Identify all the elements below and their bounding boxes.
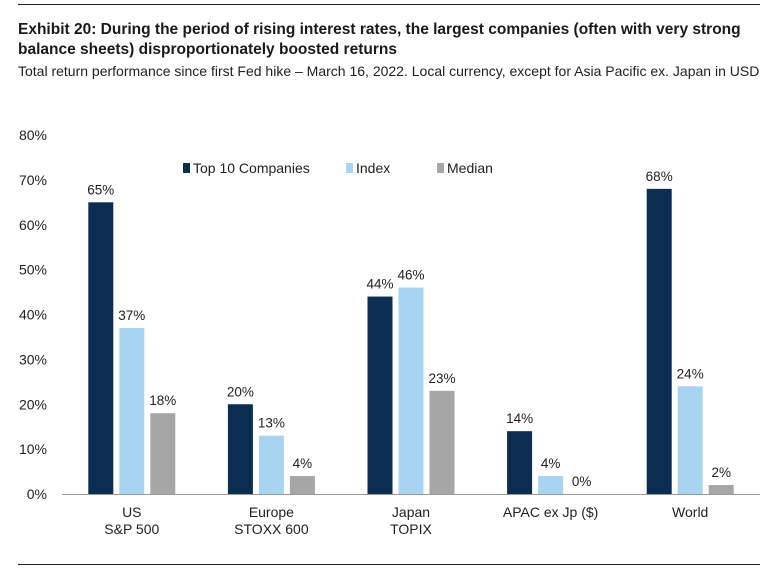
legend-swatch	[437, 163, 444, 173]
data-label: 20%	[227, 384, 254, 399]
data-label: 68%	[646, 169, 673, 184]
x-tick-label: STOXX 600	[234, 521, 309, 537]
y-tick-label: 60%	[19, 217, 47, 233]
data-label: 65%	[87, 182, 114, 197]
data-label: 18%	[149, 393, 176, 408]
x-tick-label: Europe	[249, 504, 294, 520]
bar-index	[398, 287, 424, 494]
bar-median	[708, 485, 734, 494]
bar-top-10-companies	[88, 202, 114, 494]
y-tick-label: 0%	[27, 486, 47, 502]
chart-title: Exhibit 20: During the period of rising …	[18, 21, 741, 58]
bar-top-10-companies	[646, 188, 672, 494]
x-tick-label: TOPIX	[390, 521, 432, 537]
data-label: 14%	[506, 411, 533, 426]
x-tick-label: APAC ex Jp ($)	[503, 504, 598, 520]
legend-label: Top 10 Companies	[193, 160, 310, 176]
data-label: 0%	[572, 474, 592, 489]
x-tick-label: S&P 500	[104, 521, 159, 537]
data-label: 4%	[541, 456, 561, 471]
data-label: 46%	[397, 268, 424, 283]
bar-index	[677, 386, 703, 494]
top-rule	[18, 4, 760, 5]
y-tick-label: 20%	[19, 396, 47, 412]
bar-top-10-companies	[367, 296, 393, 494]
bar-median	[150, 413, 176, 494]
data-label: 24%	[677, 366, 704, 381]
bar-top-10-companies	[507, 431, 533, 494]
bar-top-10-companies	[227, 404, 253, 494]
y-tick-label: 80%	[19, 127, 47, 143]
data-label: 2%	[711, 465, 731, 480]
bar-index	[119, 327, 145, 494]
x-tick-label: Japan	[392, 504, 430, 520]
data-label: 37%	[118, 308, 145, 323]
data-label: 44%	[366, 277, 393, 292]
bar-median	[289, 476, 315, 494]
bottom-rule	[18, 564, 760, 565]
x-tick-label: US	[122, 504, 141, 520]
bar-index	[258, 435, 284, 494]
y-tick-label: 30%	[19, 351, 47, 367]
data-label: 13%	[258, 416, 285, 431]
legend-swatch	[346, 163, 353, 173]
legend-label: Median	[447, 160, 493, 176]
chart-subtitle: Total return performance since first Fed…	[18, 63, 760, 79]
y-tick-label: 70%	[19, 172, 47, 188]
data-label: 4%	[293, 456, 313, 471]
y-tick-label: 10%	[19, 441, 47, 457]
y-tick-label: 40%	[19, 307, 47, 323]
y-tick-label: 50%	[19, 262, 47, 278]
x-tick-label: World	[672, 504, 708, 520]
bar-median	[429, 390, 455, 494]
bar-index	[538, 476, 564, 494]
legend-swatch	[183, 163, 190, 173]
legend-label: Index	[356, 160, 390, 176]
data-label: 23%	[428, 371, 455, 386]
